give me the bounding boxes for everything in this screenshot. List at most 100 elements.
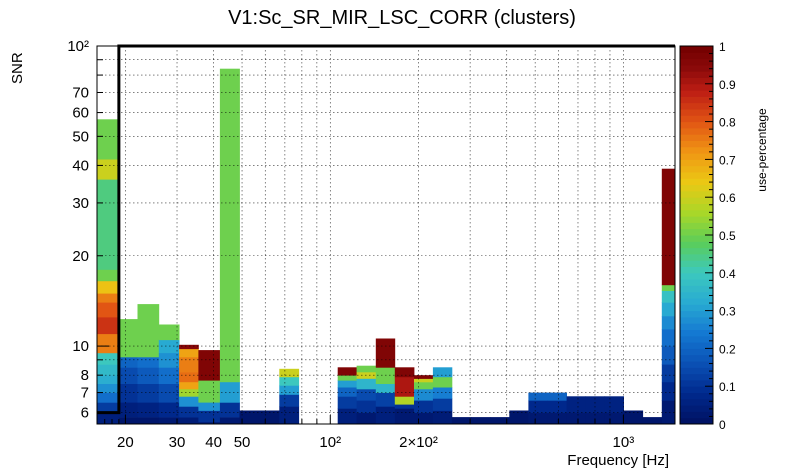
x-tick-label: 10³ — [613, 434, 635, 451]
y-tick-label: 40 — [72, 157, 89, 174]
heatmap-cell — [432, 387, 453, 399]
heatmap-cell — [179, 406, 199, 418]
x-tick-label: 2×10² — [399, 434, 438, 451]
heatmap-cell — [375, 392, 396, 407]
colorbar-tick-label: 0.5 — [719, 229, 736, 243]
heatmap-cell — [158, 324, 180, 341]
heatmap-cell — [97, 280, 120, 294]
heatmap-cell — [432, 376, 453, 388]
heatmap-cell — [661, 290, 676, 303]
colorbar-segment — [680, 83, 713, 91]
heatmap-cell — [414, 378, 434, 383]
heatmap-cell — [198, 410, 221, 422]
heatmap-cell — [179, 348, 199, 358]
heatmap-cell — [118, 367, 138, 384]
y-axis-ticks: 6 78 10 20 30 40 50 60 70 10² — [67, 38, 109, 422]
y-tick-label: 6 — [81, 405, 89, 422]
heatmap-cell — [661, 329, 676, 347]
heatmap-cell — [158, 339, 180, 354]
heatmap-cell — [198, 402, 221, 411]
heatmap-cell — [585, 396, 606, 413]
colorbar-segment — [680, 134, 713, 141]
heatmap-cell — [219, 417, 240, 425]
colorbar: 0 0.1 0.2 0.3 0.4 0.5 0.6 0.7 0.8 0.9 1 — [679, 40, 736, 432]
colorbar-segment — [680, 386, 713, 393]
heatmap-cell — [490, 417, 510, 425]
heatmap-cell — [219, 402, 240, 418]
heatmap-cell — [432, 367, 453, 378]
heatmap-cell — [432, 410, 453, 425]
y-tick-label: 10 — [72, 338, 89, 355]
heatmap-cell — [239, 410, 260, 425]
colorbar-segment — [680, 52, 713, 60]
y-tick-label: 10² — [67, 38, 89, 55]
colorbar-segment — [680, 90, 713, 97]
colorbar-tick-label: 0 — [719, 418, 726, 432]
colorbar-segment — [680, 253, 713, 261]
colorbar-segment — [680, 165, 713, 173]
colorbar-tick-label: 0.3 — [719, 305, 736, 319]
heatmap-cell — [337, 408, 357, 425]
heatmap-cell — [375, 383, 396, 393]
heatmap-cell — [97, 302, 120, 318]
heatmap-cell — [97, 269, 120, 282]
y-tick-label: 70 — [72, 84, 89, 101]
heatmap-cell — [528, 412, 548, 425]
y-tick-label: 7 — [81, 385, 89, 402]
colorbar-segment — [680, 329, 713, 337]
x-axis-label: Frequency [Hz] — [567, 452, 669, 469]
heatmap-cell — [566, 396, 586, 413]
heatmap-cell — [118, 383, 138, 403]
heatmap-cell — [137, 417, 160, 425]
colorbar-segment — [680, 260, 713, 267]
heatmap-cell — [547, 412, 567, 425]
heatmap-cell — [547, 392, 567, 401]
heatmap-cell — [158, 417, 180, 425]
colorbar-segment — [680, 272, 713, 280]
colorbar-segment — [680, 411, 713, 419]
heatmap-cell — [337, 367, 357, 376]
grid-lines — [97, 46, 675, 424]
heatmap-cell — [97, 159, 120, 180]
heatmap-cell — [137, 357, 160, 368]
colorbar-segment — [680, 64, 713, 72]
colorbar-tick-label: 0.6 — [719, 191, 736, 205]
heatmap-cell — [528, 400, 548, 413]
heatmap-cell — [97, 383, 120, 393]
heatmap-cell — [604, 396, 624, 413]
heatmap-cell — [337, 387, 357, 397]
colorbar-segment — [680, 342, 713, 349]
x-tick-label: 20 — [117, 434, 134, 451]
heatmap-cell — [97, 352, 120, 365]
heatmap-cell — [356, 400, 377, 413]
heatmap-cell — [509, 410, 529, 425]
heatmap-cell — [97, 402, 120, 413]
heatmap-cell — [198, 380, 221, 403]
heatmap-cell — [279, 406, 300, 425]
colorbar-tick-label: 0.4 — [719, 267, 736, 281]
y-tick-label: 20 — [72, 248, 89, 265]
colorbar-tick-label: 0.1 — [719, 380, 736, 394]
heatmap-cell — [337, 380, 357, 388]
heatmap-cell — [623, 410, 644, 425]
heatmap-cell — [118, 319, 138, 358]
heatmap-cell — [137, 367, 160, 384]
colorbar-segment — [680, 235, 713, 242]
colorbar-segment — [680, 159, 713, 167]
colorbar-segment — [680, 216, 713, 223]
colorbar-segment — [680, 228, 713, 236]
heatmap-cell — [661, 364, 676, 383]
heatmap-cell — [356, 412, 377, 425]
heatmap-cell — [97, 333, 120, 354]
heatmap-cell — [604, 412, 624, 425]
x-axis-ticks: 20 30 40 50 10² 2×10² 10³ — [96, 415, 635, 451]
chart-title: V1:Sc_SR_MIR_LSC_CORR (clusters) — [228, 7, 576, 29]
colorbar-tick-label: 1 — [719, 40, 726, 54]
colorbar-segment — [680, 279, 713, 286]
heatmap-cell — [97, 119, 120, 160]
colorbar-tick-label: 0.2 — [719, 342, 736, 356]
heatmap-cell — [97, 392, 120, 403]
heatmap-cell — [394, 367, 415, 378]
heatmap-cell — [356, 378, 377, 390]
heatmap-cell — [547, 400, 567, 413]
